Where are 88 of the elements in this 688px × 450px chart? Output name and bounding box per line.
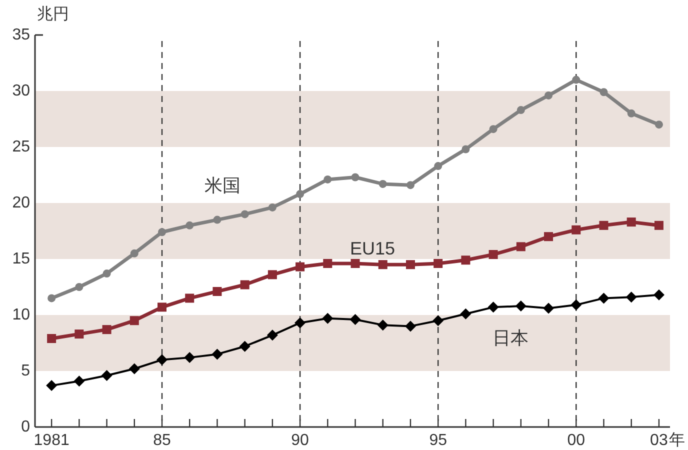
point bbox=[184, 352, 196, 364]
point bbox=[48, 294, 56, 302]
y-tick-label: 5 bbox=[21, 362, 30, 380]
x-tick-label: 85 bbox=[153, 432, 171, 449]
point bbox=[653, 289, 664, 300]
point bbox=[323, 258, 332, 268]
point bbox=[600, 88, 608, 96]
point bbox=[130, 316, 139, 326]
point bbox=[240, 210, 249, 218]
point bbox=[599, 220, 608, 230]
y-tick-label: 0 bbox=[21, 418, 30, 436]
point bbox=[377, 320, 388, 331]
point bbox=[404, 320, 416, 332]
point bbox=[322, 312, 334, 324]
point bbox=[627, 109, 636, 118]
point bbox=[544, 91, 553, 100]
point bbox=[324, 175, 332, 184]
point bbox=[488, 302, 499, 313]
point bbox=[296, 262, 305, 272]
point bbox=[350, 258, 360, 268]
point bbox=[351, 173, 360, 182]
x-tick-label: 95 bbox=[429, 432, 448, 449]
point bbox=[46, 380, 58, 392]
point bbox=[378, 260, 388, 270]
point bbox=[432, 315, 444, 326]
x-tick-label: 1981 bbox=[34, 432, 70, 449]
point bbox=[213, 216, 222, 224]
series-label: EU15 bbox=[350, 238, 395, 259]
point bbox=[102, 325, 112, 334]
point bbox=[626, 292, 637, 303]
point bbox=[266, 330, 278, 341]
point bbox=[626, 218, 636, 227]
point bbox=[186, 221, 194, 230]
point bbox=[489, 125, 498, 134]
y-tick-label: 25 bbox=[12, 138, 30, 156]
point bbox=[268, 270, 277, 280]
point bbox=[158, 228, 166, 236]
series-label: 日本 bbox=[492, 328, 529, 348]
point bbox=[158, 302, 166, 312]
point bbox=[434, 162, 442, 170]
y-tick-label: 15 bbox=[12, 250, 30, 268]
point bbox=[516, 242, 526, 252]
point bbox=[239, 340, 250, 352]
point bbox=[75, 283, 84, 291]
point bbox=[572, 225, 581, 234]
y-axis-title: 兆円 bbox=[37, 5, 69, 23]
point bbox=[350, 314, 361, 325]
y-tick-label: 35 bbox=[12, 26, 30, 44]
point bbox=[47, 334, 56, 344]
point bbox=[462, 145, 470, 154]
point bbox=[156, 354, 168, 366]
point bbox=[461, 256, 470, 265]
point bbox=[515, 300, 526, 312]
point bbox=[460, 308, 472, 320]
point bbox=[654, 220, 664, 230]
point bbox=[185, 294, 194, 303]
point bbox=[294, 317, 306, 328]
point bbox=[296, 190, 304, 198]
point bbox=[128, 363, 140, 374]
point bbox=[130, 249, 138, 258]
point bbox=[378, 180, 387, 188]
point bbox=[212, 348, 223, 360]
x-axis-title: 年 bbox=[668, 432, 685, 449]
point bbox=[572, 76, 580, 84]
y-tick-label: 30 bbox=[12, 82, 30, 100]
point bbox=[74, 376, 85, 387]
point bbox=[268, 203, 276, 212]
point bbox=[434, 258, 443, 268]
y-tick-label: 10 bbox=[12, 306, 30, 324]
series-label: 米国 bbox=[204, 175, 240, 196]
x-tick-label: 90 bbox=[291, 432, 310, 449]
y-tick-label: 20 bbox=[12, 194, 30, 212]
point bbox=[74, 330, 84, 339]
point bbox=[406, 260, 415, 270]
point bbox=[516, 106, 525, 114]
point bbox=[101, 370, 112, 381]
point bbox=[598, 292, 610, 304]
point bbox=[570, 299, 582, 310]
point bbox=[543, 302, 554, 314]
point bbox=[406, 181, 414, 190]
point bbox=[654, 120, 663, 129]
x-tick-label: 03 bbox=[650, 432, 668, 449]
point bbox=[488, 250, 498, 260]
point bbox=[212, 286, 222, 296]
point bbox=[240, 280, 250, 290]
point bbox=[102, 270, 111, 278]
x-tick-label: 00 bbox=[567, 432, 586, 449]
point bbox=[544, 232, 554, 242]
